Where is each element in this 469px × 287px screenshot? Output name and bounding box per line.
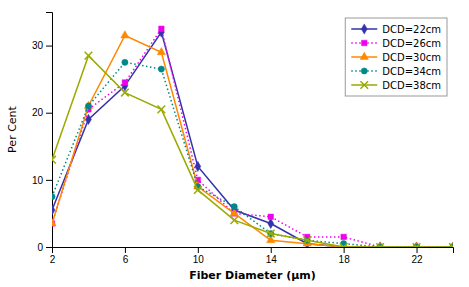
legend-label: DCD=26cm <box>382 38 441 49</box>
series-marker <box>341 234 346 239</box>
series-line <box>52 56 453 247</box>
y-tick: 30 <box>32 40 52 51</box>
legend-marker <box>360 52 368 59</box>
series-marker <box>158 106 166 114</box>
series-marker <box>268 218 274 228</box>
series-marker <box>449 243 453 247</box>
x-tick-label: 14 <box>266 254 278 265</box>
series-marker <box>122 59 128 65</box>
x-axis-line <box>53 248 454 254</box>
x-tick-mark <box>417 247 418 253</box>
series-marker <box>52 156 56 164</box>
y-axis: 0 10 20 30 <box>32 13 53 253</box>
x-tick: 22 <box>411 247 423 265</box>
x-tick: 18 <box>339 247 351 265</box>
series-line <box>52 29 453 247</box>
y-tick: 0 <box>37 242 52 253</box>
series-marker <box>85 103 91 109</box>
legend-item: DCD=26cm <box>351 38 441 49</box>
series-marker <box>85 52 93 60</box>
x-axis: 2 6 10 14 18 22 <box>50 247 454 265</box>
legend-item: DCD=22cm <box>351 24 441 35</box>
series-marker <box>268 214 273 219</box>
series-marker <box>159 26 164 31</box>
x-tick-label: 6 <box>123 254 129 265</box>
x-tick-label: 18 <box>339 254 351 265</box>
y-tick-mark <box>46 46 52 47</box>
legend-label: DCD=30cm <box>382 52 441 63</box>
series-marker <box>84 101 92 108</box>
x-tick: 6 <box>123 247 129 265</box>
legend-label: DCD=22cm <box>382 24 441 35</box>
legend-marker <box>361 68 367 74</box>
x-tick-label: 22 <box>411 254 423 265</box>
y-tick-label: 30 <box>32 40 44 51</box>
x-tick: 2 <box>50 247 56 265</box>
legend-marker <box>362 40 367 45</box>
series-marker <box>413 243 421 247</box>
series-marker <box>52 219 56 226</box>
y-tick: 10 <box>32 175 52 186</box>
series-marker <box>122 80 127 85</box>
series-marker <box>121 89 129 97</box>
legend-marker <box>360 81 368 89</box>
legend-marker <box>361 24 367 34</box>
y-tick-label: 10 <box>32 175 44 186</box>
x-tick: 10 <box>193 247 205 265</box>
x-tick-mark <box>271 247 272 253</box>
x-axis-title: Fiber Diameter (μm) <box>189 269 316 282</box>
y-axis-line <box>46 13 53 248</box>
y-tick: 20 <box>32 107 52 118</box>
series-marker <box>231 204 237 210</box>
legend-item: DCD=30cm <box>351 52 441 63</box>
x-tick-mark <box>344 247 345 253</box>
series-marker <box>195 161 201 171</box>
series-marker <box>158 66 164 72</box>
series-layer <box>52 26 453 247</box>
legend-label: DCD=34cm <box>382 66 441 77</box>
plot-area: 2 6 10 14 18 22 0 10 20 30 Fiber Diameter (μm) Per … <box>6 13 457 283</box>
chart: 2 6 10 14 18 22 0 10 20 30 Fiber Diameter (μm) Per … <box>0 0 469 287</box>
series-marker <box>121 31 129 38</box>
series-marker <box>340 243 348 247</box>
y-tick-label: 20 <box>32 107 44 118</box>
x-tick-label: 2 <box>50 254 56 265</box>
y-axis-title: Per Cent <box>6 105 19 152</box>
legend-label: DCD=38cm <box>382 80 441 91</box>
y-tick-mark <box>46 180 52 181</box>
legend: DCD=22cm DCD=26cm DCD=30cm DCD=34cm DCD=38cm <box>345 18 447 96</box>
series-marker <box>267 230 275 238</box>
x-tick-mark <box>198 247 199 253</box>
series-line <box>52 62 453 247</box>
legend-frame <box>345 18 447 96</box>
series-marker <box>194 186 202 194</box>
x-tick-mark <box>125 247 126 253</box>
legend-item: DCD=38cm <box>351 80 441 91</box>
series-marker <box>303 236 311 244</box>
y-tick-mark <box>46 113 52 114</box>
y-tick-label: 0 <box>37 242 43 253</box>
series-marker <box>230 216 238 224</box>
x-tick: 14 <box>266 247 278 265</box>
legend-item: DCD=34cm <box>351 66 441 77</box>
x-tick-label: 10 <box>193 254 205 265</box>
series-marker <box>52 194 55 200</box>
y-tick-mark <box>46 247 52 248</box>
series-line <box>52 36 453 248</box>
series-marker <box>157 47 165 54</box>
series-marker <box>376 243 384 247</box>
